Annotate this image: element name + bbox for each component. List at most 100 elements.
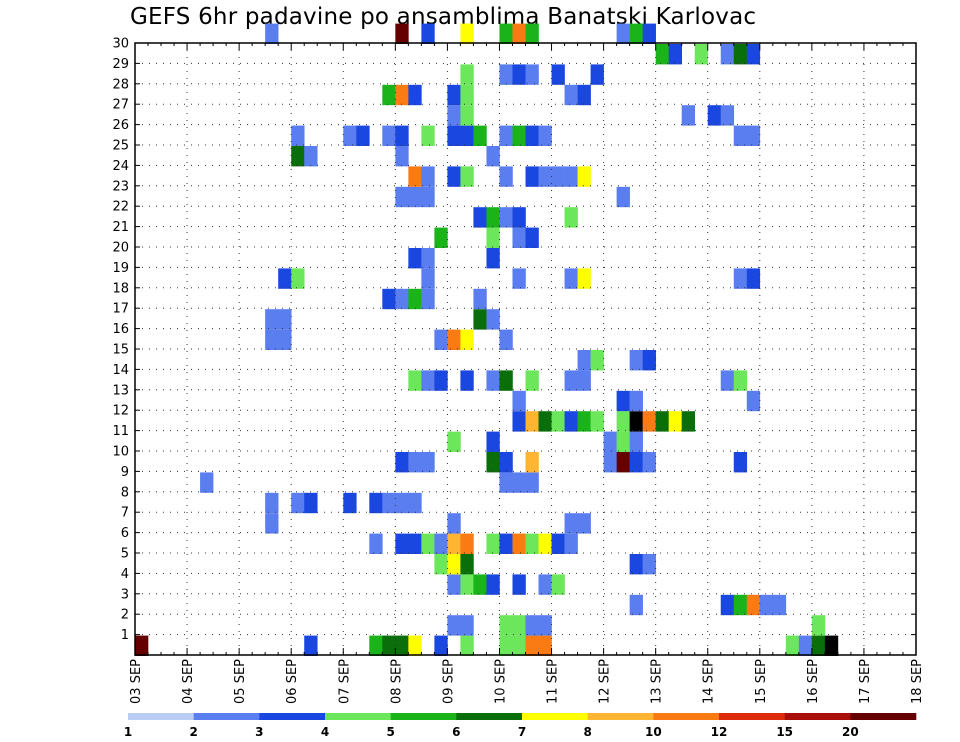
heatmap-cell — [395, 125, 409, 146]
heatmap-cell — [265, 23, 279, 44]
heatmap-cell — [564, 411, 578, 432]
heatmap-cell — [538, 635, 552, 656]
y-tick-label: 18 — [112, 281, 129, 296]
heatmap-cell — [564, 370, 578, 391]
heatmap-cell — [512, 268, 526, 289]
heatmap-cell — [408, 166, 422, 187]
y-tick-label: 2 — [121, 608, 129, 623]
heatmap-cell — [499, 472, 513, 493]
legend-label: 20 — [842, 725, 859, 739]
legend-label: 1 — [124, 725, 132, 739]
heatmap-cell — [512, 64, 526, 85]
heatmap-cell — [395, 186, 409, 208]
heatmap-cell — [525, 472, 539, 493]
y-tick-label: 4 — [121, 567, 129, 582]
heatmap-cell — [473, 288, 487, 310]
heatmap-cell — [395, 533, 409, 554]
heatmap-cell — [525, 533, 539, 554]
x-tick-label: 03 SEP — [129, 659, 144, 704]
heatmap-cell — [265, 513, 279, 534]
heatmap-cell — [486, 309, 500, 330]
heatmap-cell — [382, 492, 396, 514]
heatmap-cell — [629, 431, 643, 452]
heatmap-cell — [720, 44, 735, 65]
heatmap-cell — [499, 207, 513, 228]
x-tick-label: 10 SEP — [493, 659, 508, 704]
heatmap-cell — [434, 329, 448, 350]
heatmap-cell — [486, 207, 500, 228]
heatmap-cell — [642, 411, 656, 432]
heatmap-cell — [629, 350, 643, 371]
heatmap-cell — [577, 166, 591, 187]
heatmap-cell — [408, 288, 422, 310]
x-tick-label: 13 SEP — [650, 659, 665, 704]
y-tick-label: 9 — [121, 465, 129, 480]
heatmap-cell — [733, 44, 748, 65]
heatmap-cell — [733, 268, 748, 289]
x-tick-label: 15 SEP — [754, 659, 769, 704]
heatmap-cell — [486, 370, 500, 391]
x-tick-label: 17 SEP — [858, 659, 873, 704]
y-tick-label: 6 — [121, 526, 129, 541]
heatmap-cell — [447, 125, 461, 146]
heatmap-cell — [512, 635, 526, 656]
heatmap-cell — [512, 615, 526, 636]
heatmap-cell — [564, 513, 578, 534]
y-tick-label: 14 — [112, 363, 129, 378]
heatmap-cell — [460, 635, 474, 656]
heatmap-cell — [811, 615, 826, 636]
legend-swatch — [522, 713, 588, 720]
y-tick-label: 19 — [112, 261, 129, 276]
heatmap-cell — [681, 105, 696, 126]
heatmap-cell — [668, 44, 682, 65]
heatmap-cell — [590, 64, 604, 85]
heatmap-cell — [265, 329, 279, 350]
heatmap-cell — [486, 452, 500, 473]
heatmap-cell — [551, 574, 565, 595]
y-tick-label: 5 — [121, 547, 129, 562]
heatmap-cell — [291, 492, 305, 514]
heatmap-cell — [798, 635, 813, 656]
heatmap-cell — [421, 268, 435, 289]
heatmap-cell — [629, 23, 643, 44]
heatmap-cell — [564, 84, 578, 106]
heatmap-cell — [460, 533, 474, 554]
x-tick-label: 14 SEP — [702, 659, 717, 704]
heatmap-cell — [265, 309, 279, 330]
y-tick-label: 7 — [121, 506, 129, 521]
heatmap-cell — [746, 44, 761, 65]
heatmap-cell — [447, 615, 461, 636]
heatmap-cell — [395, 84, 409, 106]
heatmap-cell — [512, 23, 526, 44]
heatmap-cell — [746, 268, 761, 289]
heatmap-cell — [590, 350, 604, 371]
heatmap-cell — [486, 431, 500, 452]
heatmap-cell — [642, 23, 656, 44]
heatmap-cell — [512, 533, 526, 554]
heatmap-cell — [291, 125, 305, 146]
heatmap-cell — [642, 452, 656, 473]
heatmap-cell — [564, 268, 578, 289]
heatmap-cell — [434, 370, 448, 391]
heatmap-cell — [278, 309, 292, 330]
legend-label: 15 — [776, 725, 793, 739]
heatmap-cell — [460, 166, 474, 187]
legend-label: 5 — [386, 725, 394, 739]
heatmap-cell — [538, 533, 552, 554]
heatmap-cell — [486, 574, 500, 595]
heatmap-cell — [486, 146, 500, 167]
heatmap-cell — [733, 370, 748, 391]
heatmap-cell — [434, 554, 448, 575]
heatmap-cell — [460, 615, 474, 636]
y-tick-label: 10 — [112, 445, 129, 460]
legend-swatch — [259, 713, 326, 720]
heatmap-cell — [421, 248, 435, 269]
heatmap-cell — [694, 44, 709, 65]
heatmap-cell — [473, 309, 487, 330]
heatmap-cell — [486, 248, 500, 269]
heatmap-cell — [629, 390, 643, 412]
heatmap-cell — [395, 23, 409, 44]
heatmap-cell — [291, 268, 305, 289]
x-tick-label: 11 SEP — [546, 659, 561, 704]
